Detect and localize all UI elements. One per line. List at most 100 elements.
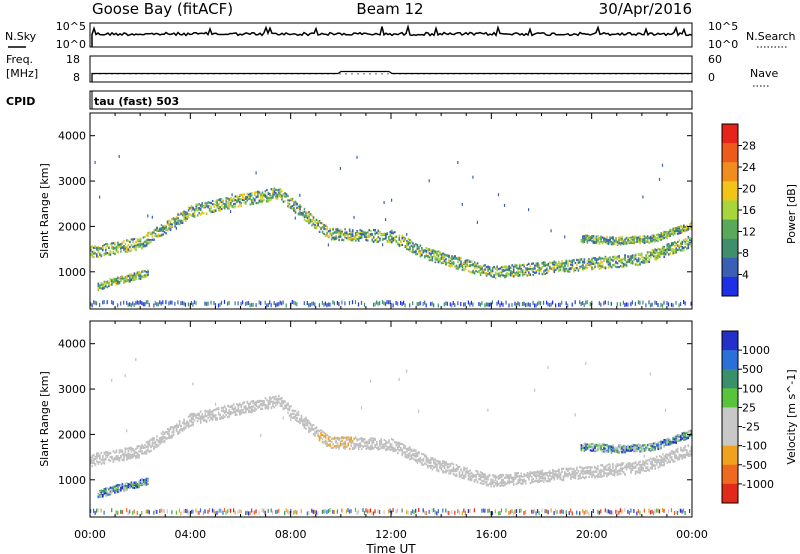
scatter-cell xyxy=(528,208,530,212)
echo-cell xyxy=(323,431,325,434)
echo-cell xyxy=(239,411,241,414)
echo-cell xyxy=(294,211,297,214)
echo-cell xyxy=(461,263,464,266)
echo-cell xyxy=(514,263,516,266)
near-range-cell xyxy=(278,508,280,513)
echo-cell xyxy=(446,465,449,468)
echo-cell xyxy=(135,457,137,460)
echo-cell xyxy=(255,402,258,405)
echo-cell xyxy=(112,247,115,250)
echo-cell xyxy=(493,274,495,277)
echo-cell xyxy=(547,262,550,265)
echo-cell xyxy=(162,433,164,436)
echo-cell xyxy=(586,263,589,267)
near-range-cell xyxy=(303,301,305,306)
echo-cell xyxy=(661,235,664,238)
echo-cell xyxy=(565,269,568,272)
echo-cell xyxy=(490,271,492,274)
echo-cell xyxy=(201,203,203,206)
echo-cell xyxy=(461,476,464,480)
echo-cell xyxy=(583,240,586,243)
echo-cell xyxy=(336,444,339,447)
echo-cell xyxy=(600,262,602,265)
near-range-cell xyxy=(174,301,176,306)
echo-cell xyxy=(667,243,670,246)
echo-cell xyxy=(96,455,98,458)
echo-cell xyxy=(520,270,522,274)
echo-cell xyxy=(654,237,656,240)
echo-cell xyxy=(392,231,395,234)
echo-cell xyxy=(270,196,273,199)
echo-cell xyxy=(687,243,690,246)
echo-cell xyxy=(374,239,376,242)
echo-cell xyxy=(374,443,376,447)
echo-cell xyxy=(336,437,339,440)
echo-cell xyxy=(321,226,324,229)
echo-cell xyxy=(97,282,100,285)
echo-cell xyxy=(145,445,148,448)
echo-cell xyxy=(305,427,307,430)
echo-cell xyxy=(111,486,113,489)
echo-cell xyxy=(90,456,92,459)
near-range-cell xyxy=(574,300,576,305)
echo-cell xyxy=(237,197,240,201)
echo-cell xyxy=(275,404,277,407)
echo-cell xyxy=(409,249,411,252)
echo-cell xyxy=(339,440,342,443)
echo-cell xyxy=(354,234,357,237)
near-range-cell xyxy=(559,302,561,307)
echo-cell xyxy=(102,490,104,493)
near-range-cell xyxy=(329,508,331,513)
near-range-cell xyxy=(418,508,420,512)
echo-cell xyxy=(142,241,145,244)
echo-cell xyxy=(395,235,398,238)
echo-cell xyxy=(664,253,667,256)
echo-cell xyxy=(538,266,541,270)
near-range-cell xyxy=(306,511,308,516)
echo-cell xyxy=(368,438,370,441)
echo-cell xyxy=(114,278,116,281)
echo-cell xyxy=(427,459,429,462)
echo-cell xyxy=(518,274,521,277)
echo-cell xyxy=(604,265,607,269)
echo-cell xyxy=(114,485,116,488)
echo-cell xyxy=(687,235,690,238)
echo-cell xyxy=(389,232,392,235)
near-range-cell xyxy=(133,509,135,514)
echo-cell xyxy=(186,424,188,427)
near-range-cell xyxy=(276,302,278,307)
near-range-cell xyxy=(651,302,653,307)
echo-cell xyxy=(130,456,133,459)
echo-cell xyxy=(360,232,363,235)
echo-cell xyxy=(672,230,674,234)
echo-cell xyxy=(175,423,178,426)
echo-cell xyxy=(360,444,363,447)
echo-cell xyxy=(651,248,653,251)
echo-cell xyxy=(112,246,115,249)
echo-cell xyxy=(127,486,130,489)
echo-cell xyxy=(555,261,557,264)
echo-cell xyxy=(281,397,283,400)
echo-cell xyxy=(214,200,217,203)
echo-cell xyxy=(160,437,163,440)
echo-cell xyxy=(126,453,128,456)
echo-cell xyxy=(114,279,116,283)
echo-cell xyxy=(312,216,315,219)
echo-cell xyxy=(416,245,419,248)
echo-cell xyxy=(558,269,560,273)
near-range-cell xyxy=(463,508,465,513)
echo-cell xyxy=(637,240,640,243)
echo-cell xyxy=(242,411,244,414)
near-range-cell xyxy=(239,509,241,514)
echo-cell xyxy=(205,414,208,418)
echo-cell xyxy=(231,407,234,411)
echo-cell xyxy=(485,266,488,269)
echo-cell xyxy=(546,263,548,267)
echo-cell xyxy=(345,237,348,240)
echo-cell xyxy=(391,241,393,244)
echo-cell xyxy=(97,452,100,455)
near-range-cell xyxy=(296,302,298,307)
echo-cell xyxy=(187,423,190,426)
echo-cell xyxy=(198,413,200,416)
echo-cell xyxy=(162,228,164,231)
